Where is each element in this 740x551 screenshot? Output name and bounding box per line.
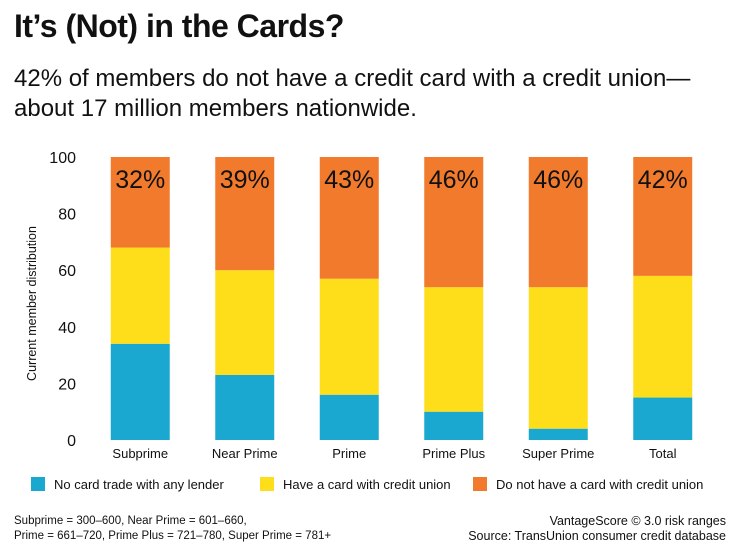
bar-segment <box>319 278 379 395</box>
bar-percent-label: 43% <box>324 166 374 194</box>
bar-segment <box>215 157 275 271</box>
bar-segment <box>319 394 379 440</box>
bar-segment <box>319 157 379 279</box>
legend-item-no-cu-card: Do not have a card with credit union <box>473 474 703 494</box>
y-axis-title: Current member distribution <box>25 226 39 381</box>
y-tick-label: 100 <box>49 150 76 167</box>
source-line-2: Source: TransUnion consumer credit datab… <box>468 529 726 543</box>
bar-segment <box>528 157 588 288</box>
x-tick-label: Super Prime <box>522 446 594 461</box>
score-ranges-note: Subprime = 300–600, Near Prime = 601–660… <box>14 514 331 544</box>
x-tick-label: Near Prime <box>212 446 278 461</box>
source-line-1: VantageScore © 3.0 risk ranges <box>549 514 726 528</box>
y-tick-label: 20 <box>58 376 76 393</box>
legend-label-no-cu-card: Do not have a card with credit union <box>496 476 704 492</box>
legend-swatch-no-cu-card <box>473 477 487 491</box>
bar-segment <box>110 247 170 344</box>
bar-segment <box>215 270 275 375</box>
legend-swatch-no-card <box>31 477 45 491</box>
bar-segment <box>633 157 693 276</box>
score-ranges-line-1: Subprime = 300–600, Near Prime = 601–660… <box>14 515 247 527</box>
y-tick-label: 60 <box>58 263 76 280</box>
x-tick-label: Subprime <box>112 446 168 461</box>
legend-item-have-card: Have a card with credit union <box>260 474 451 494</box>
bar-segment <box>633 275 693 398</box>
x-tick-label: Total <box>649 446 677 461</box>
bar-percent-label: 32% <box>115 166 165 194</box>
legend-label-have-card: Have a card with credit union <box>283 476 451 492</box>
bar-segment <box>424 411 484 440</box>
bar-percent-label: 46% <box>533 166 583 194</box>
legend: No card trade with any lender Have a car… <box>31 474 731 494</box>
bar-percent-label: 46% <box>429 166 479 194</box>
y-tick-label: 40 <box>58 320 76 337</box>
stacked-bar-chart: Current member distribution 0 20 40 60 80 100 3… <box>25 150 693 461</box>
bar-segment <box>633 397 693 440</box>
bar-segment <box>424 157 484 288</box>
bar-segment <box>110 157 170 248</box>
legend-swatch-have-card <box>260 477 274 491</box>
chart-subtitle: 42% of members do not have a credit card… <box>14 65 691 122</box>
y-tick-label: 0 <box>67 433 76 450</box>
bar-segment <box>110 343 170 440</box>
score-ranges-line-2: Prime = 661–720, Prime Plus = 721–780, S… <box>14 530 332 542</box>
bar-segment <box>528 428 588 440</box>
bar-segment <box>424 287 484 412</box>
x-tick-label: Prime <box>332 446 366 461</box>
chart-title: It’s (Not) in the Cards? <box>14 8 344 44</box>
legend-item-no-card: No card trade with any lender <box>31 474 224 494</box>
bar-segment <box>215 374 275 440</box>
bar-percent-label: 42% <box>638 166 688 194</box>
bar-segment <box>528 287 588 429</box>
y-tick-label: 80 <box>58 207 76 224</box>
source-note: VantageScore © 3.0 risk ranges Source: T… <box>468 514 726 544</box>
legend-label-no-card: No card trade with any lender <box>54 476 224 492</box>
x-tick-label: Prime Plus <box>422 446 485 461</box>
bar-percent-label: 39% <box>220 166 270 194</box>
